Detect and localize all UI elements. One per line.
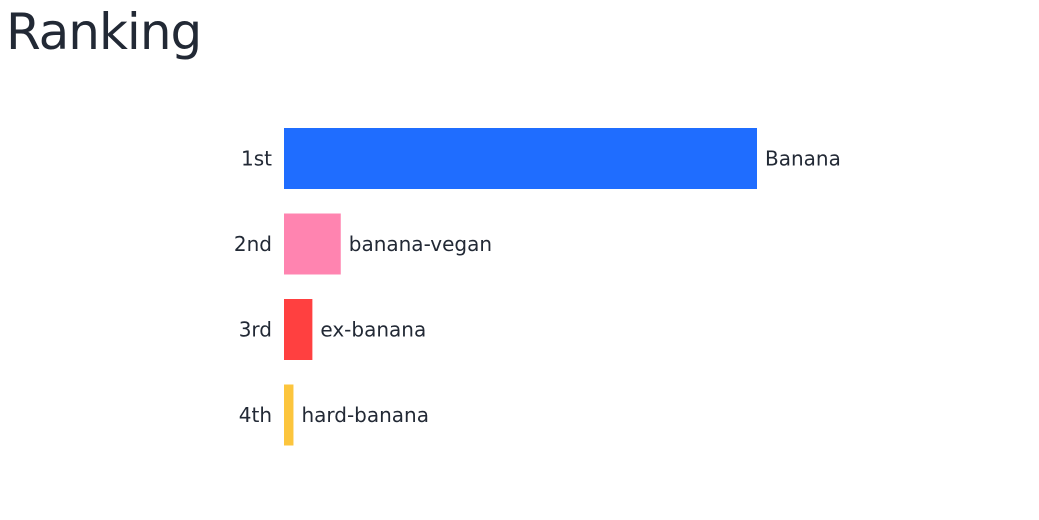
rank-label: 2nd	[234, 232, 272, 256]
bar-label: Banana	[765, 147, 841, 171]
rank-label: 4th	[239, 403, 272, 427]
rank-label: 3rd	[239, 318, 272, 342]
chart-title: Ranking	[6, 3, 202, 61]
bar	[284, 128, 757, 189]
bar	[284, 213, 341, 275]
bar-label: banana-vegan	[349, 232, 492, 256]
bar	[284, 299, 313, 360]
rank-label: 1st	[241, 147, 272, 171]
bar-label: hard-banana	[301, 403, 429, 427]
bar-label: ex-banana	[320, 318, 426, 342]
bar	[284, 384, 294, 446]
bars-layer: 1st Banana 2nd banana-vegan 3rd ex-banana 4th h…	[234, 128, 841, 446]
